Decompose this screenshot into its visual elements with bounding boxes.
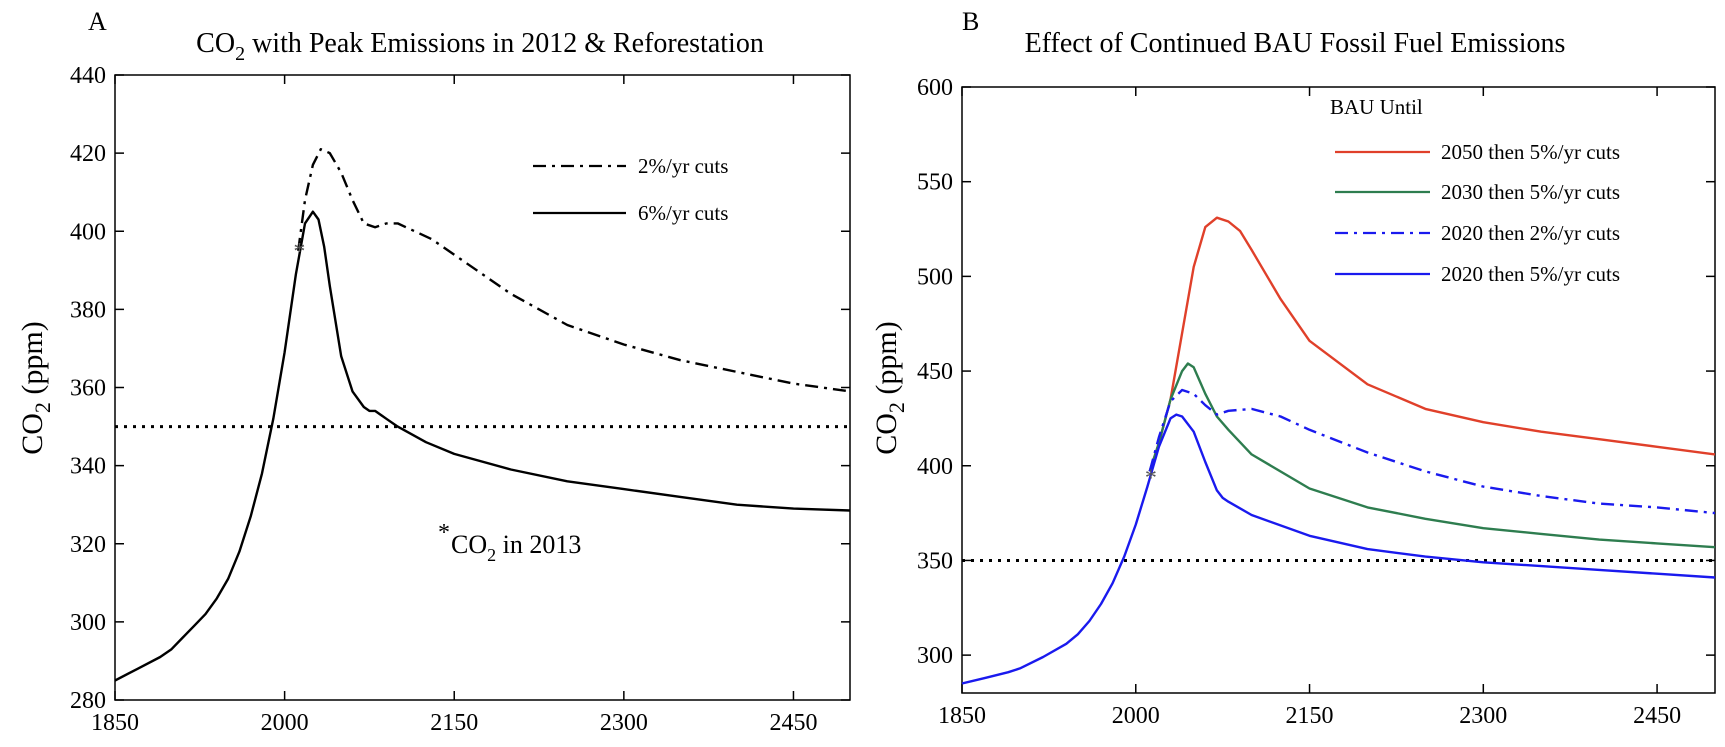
- panel-b-legend: BAU Until 2050 then 5%/yr cuts 2030 then…: [1330, 95, 1620, 286]
- series-line-2: [115, 210, 850, 682]
- y-tick-label: 450: [917, 359, 953, 385]
- panel-b-title: Effect of Continued BAU Fossil Fuel Emis…: [1025, 28, 1566, 59]
- x-tick-label: 2150: [1286, 703, 1334, 729]
- y-tick-label: 350: [917, 548, 953, 574]
- series-line-2: [1148, 362, 1715, 549]
- x-tick-label: 2450: [769, 710, 817, 736]
- series-line-1: [297, 147, 850, 393]
- legend-label-2020-5pct: 2020 then 5%/yr cuts: [1441, 262, 1620, 286]
- legend-label-2020-2pct: 2020 then 2%/yr cuts: [1441, 221, 1620, 245]
- y-tick-label: 600: [917, 75, 953, 101]
- legend-label-6pct: 6%/yr cuts: [638, 201, 728, 225]
- x-tick-label: 2000: [261, 710, 309, 736]
- y-tick-label: 400: [917, 454, 953, 480]
- legend-label-2050: 2050 then 5%/yr cuts: [1441, 140, 1620, 164]
- panel-a-legend: 2%/yr cuts 6%/yr cuts: [533, 154, 728, 225]
- y-tick-label: 550: [917, 170, 953, 196]
- y-tick-label: 300: [917, 643, 953, 669]
- panel-b-plot-frame: [961, 86, 1716, 694]
- panel-a: A CO2 with Peak Emissions in 2012 & Refo…: [16, 7, 851, 736]
- panel-b-legend-title: BAU Until: [1330, 95, 1423, 119]
- x-tick-label: 2150: [430, 710, 478, 736]
- y-tick-label: 300: [70, 610, 106, 636]
- x-tick-label: 1850: [91, 710, 139, 736]
- panel-b: B Effect of Continued BAU Fossil Fuel Em…: [870, 7, 1716, 729]
- panel-a-annotation-marker: *: [293, 239, 305, 265]
- series-line-3: [1148, 388, 1715, 515]
- panel-b-letter: B: [962, 7, 979, 36]
- y-tick-label: 340: [70, 454, 106, 480]
- y-tick-label: 400: [70, 219, 106, 245]
- co2-2013-marker: *: [1145, 465, 1157, 491]
- legend-label-2pct: 2%/yr cuts: [638, 154, 728, 178]
- y-tick-label: 360: [70, 376, 106, 402]
- panel-a-series: [115, 147, 850, 682]
- y-tick-label: 440: [70, 63, 106, 89]
- x-tick-label: 2450: [1633, 703, 1681, 729]
- co2-2013-marker: *: [293, 239, 305, 265]
- x-tick-label: 1850: [938, 703, 986, 729]
- panel-a-letter: A: [88, 7, 107, 36]
- y-tick-label: 500: [917, 264, 953, 290]
- panel-a-note-asterisk: *: [438, 520, 450, 546]
- panel-b-y-axis-label: CO2 (ppm): [870, 321, 909, 455]
- legend-label-2030: 2030 then 5%/yr cuts: [1441, 180, 1620, 204]
- y-tick-label: 320: [70, 532, 106, 558]
- x-tick-label: 2300: [600, 710, 648, 736]
- panel-b-annotation-marker: *: [1145, 465, 1157, 491]
- panel-a-note-text: CO2 in 2013: [451, 530, 581, 565]
- series-line-1: [1148, 216, 1715, 472]
- panel-a-plot-frame: [114, 74, 851, 701]
- panel-a-title: CO2 with Peak Emissions in 2012 & Refore…: [196, 28, 764, 65]
- panel-b-series: [962, 216, 1715, 685]
- panel-a-axis-ticks: 1850 2000 2150 2300 2450 280 300 320 340 360 380 40…: [70, 63, 850, 736]
- y-tick-label: 380: [70, 297, 106, 323]
- panel-b-axis-ticks: 1850 2000 2150 2300 2450 300 350 400 450 500 550 60…: [917, 75, 1715, 729]
- y-tick-label: 420: [70, 141, 106, 167]
- series-line-4: [962, 413, 1715, 685]
- x-tick-label: 2000: [1112, 703, 1160, 729]
- y-tick-label: 280: [70, 688, 106, 714]
- x-tick-label: 2300: [1459, 703, 1507, 729]
- panel-a-co2-2013-note: * CO2 in 2013: [438, 520, 581, 565]
- panel-a-y-axis-label: CO2 (ppm): [16, 321, 55, 455]
